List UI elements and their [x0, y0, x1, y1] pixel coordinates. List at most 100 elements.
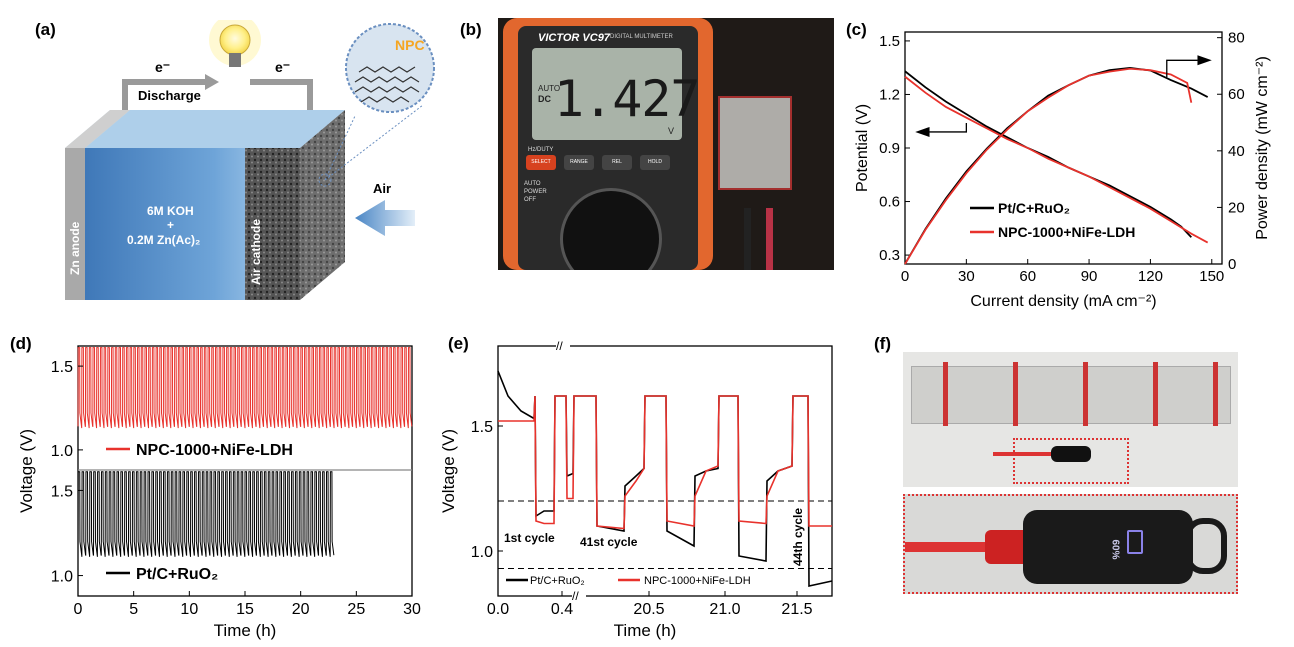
lcd-unit: V	[668, 126, 675, 136]
polarization-power-chart: 0 30 60 90 120 150 0.3 0.6 0.9 1.2 1.5 0 20 40 60 80 Cur…	[854, 30, 1271, 310]
right-axis-pointer	[1166, 59, 1198, 78]
annotation-41st-cycle: 41st cycle	[580, 535, 638, 549]
x-tick-label: 25	[347, 601, 365, 618]
x-tick-label: 5	[129, 601, 138, 618]
air-cathode-side	[300, 110, 345, 300]
multimeter-brand: VICTOR VC97	[538, 32, 610, 44]
axis-break-top-mask	[556, 342, 570, 350]
cell-band-2	[1013, 362, 1018, 426]
y-axis-label: Voltage (V)	[439, 429, 458, 513]
x-tick-label: 60	[1019, 268, 1036, 285]
y-tick-label: 0.3	[879, 247, 900, 264]
x-tick-label: 30	[403, 601, 421, 618]
usb-light-small	[1051, 446, 1091, 462]
multimeter-photo: VICTOR VC97 DIGITAL MULTIMETER AUTO DC 1…	[498, 18, 834, 270]
multimeter-subtitle: DIGITAL MULTIMETER	[610, 34, 673, 40]
panel-label-a: (a)	[35, 20, 56, 39]
zoom-box-small	[1013, 438, 1129, 484]
x-axis-label: Current density (mA cm⁻²)	[970, 293, 1156, 310]
electron-label-left: e⁻	[155, 59, 170, 75]
legend-label: Pt/C+RuO₂	[136, 566, 218, 583]
x-tick-label: 10	[180, 601, 198, 618]
x-tick-label: 0.0	[487, 601, 509, 618]
y-tick-label: 1.5	[51, 359, 73, 376]
cycling-curve-1	[77, 471, 335, 557]
x-tick-label: 30	[958, 268, 975, 285]
right-axis-pointer-head	[1197, 55, 1212, 66]
panel-label-d: (d)	[10, 334, 32, 353]
cell-band-5	[1213, 362, 1218, 426]
zn-anode-label: Zn anode	[68, 221, 82, 275]
y-tick-label: 1.5	[879, 33, 900, 50]
hz-duty-label: Hz/DUTY	[528, 147, 554, 153]
meter-button-range[interactable]: RANGE	[564, 155, 594, 170]
legend-label: NPC-1000+NiFe-LDH	[136, 442, 293, 459]
npc-lattice	[354, 66, 420, 103]
zn-anode-side	[65, 148, 85, 300]
panel-label-b: (b)	[460, 20, 482, 39]
x-tick-label: 0	[901, 268, 909, 285]
y-tick-label: 0.9	[879, 140, 900, 157]
x-tick-label: 15	[236, 601, 254, 618]
battery-stack	[718, 96, 792, 190]
panel-label-e: (e)	[448, 334, 469, 353]
electrolyte-back	[85, 110, 345, 148]
legend-label: Pt/C+RuO₂	[998, 200, 1070, 216]
polarization-curve-1	[904, 75, 1209, 244]
y-tick-label: 0.6	[879, 194, 900, 211]
air-cathode-label: Air cathode	[249, 219, 263, 285]
rotary-dial[interactable]	[560, 188, 662, 270]
left-axis-pointer-head	[915, 126, 930, 137]
electron-label-right: e⁻	[275, 59, 290, 75]
probe-red	[766, 208, 773, 270]
y-tick-label: 1.5	[471, 419, 493, 436]
zn-anode-top	[65, 110, 130, 148]
y-axis-label: Voltage (V)	[17, 429, 36, 513]
left-axis-pointer	[929, 123, 968, 133]
cycle-curve-1	[498, 395, 832, 530]
electrolyte-line1: 6M KOH	[147, 204, 194, 218]
air-label: Air	[373, 181, 391, 196]
power-curve-1	[904, 67, 1193, 265]
panel-label-f: (f)	[874, 334, 891, 353]
long-term-cycling-chart: 0 5 10 15 20 25 30 1.0 1.5 1.0 1.5 Time (h) Voltage …	[17, 345, 421, 640]
y2-tick-label: 60	[1228, 86, 1245, 103]
cell-band-1	[943, 362, 948, 426]
usb-cable-large	[905, 542, 1035, 552]
x-tick-label: 21.5	[781, 601, 812, 618]
y-axis-label: Potential (V)	[854, 104, 871, 192]
zoomed-usb-photo: 60%	[903, 494, 1238, 594]
annotation-1st-cycle: 1st cycle	[504, 531, 555, 545]
legend-label: NPC-1000+NiFe-LDH	[644, 575, 751, 587]
auto-power-off-label: AUTO POWER OFF	[524, 181, 547, 203]
meter-button-hold[interactable]: HOLD	[640, 155, 670, 170]
zn-air-battery-schematic: e⁻ e⁻ Discharge Zn anode Air cathode 6M …	[65, 20, 435, 300]
legend-label: NPC-1000+NiFe-LDH	[998, 224, 1135, 240]
electrolyte-line2: 0.2M Zn(Ac)₂	[127, 233, 200, 247]
plot-frame	[497, 345, 833, 597]
y-tick-label: 1.0	[51, 443, 73, 460]
usb-percent: 60%	[1109, 539, 1121, 560]
meter-button-rel[interactable]: REL	[602, 155, 632, 170]
x-tick-label: 120	[1138, 268, 1163, 285]
y-tick-label: 1.0	[471, 544, 493, 561]
meter-button-select[interactable]: SELECT	[526, 155, 556, 170]
axis-break-top: //	[556, 339, 563, 353]
axis-break-bottom: //	[572, 589, 579, 603]
cycling-curve-0	[77, 347, 413, 429]
cell-band-4	[1153, 362, 1158, 426]
x-axis-label: Time (h)	[214, 621, 277, 640]
usb-cable-small	[993, 452, 1053, 456]
npc-label: NPC	[395, 37, 425, 53]
y2-tick-label: 40	[1228, 143, 1245, 160]
y-tick-label: 1.2	[879, 86, 900, 103]
lcd-auto: AUTO	[538, 84, 561, 93]
air-arrow	[355, 200, 415, 236]
annotation-44th-cycle: 44th cycle	[791, 508, 805, 566]
bulb-base	[229, 53, 241, 67]
cell-band-3	[1083, 362, 1088, 426]
x-tick-label: 0.4	[551, 601, 573, 618]
y2-axis-label: Power density (mW cm⁻²)	[1254, 56, 1271, 240]
arrow-head-left	[205, 74, 219, 90]
electrolyte-plus: +	[167, 218, 174, 232]
